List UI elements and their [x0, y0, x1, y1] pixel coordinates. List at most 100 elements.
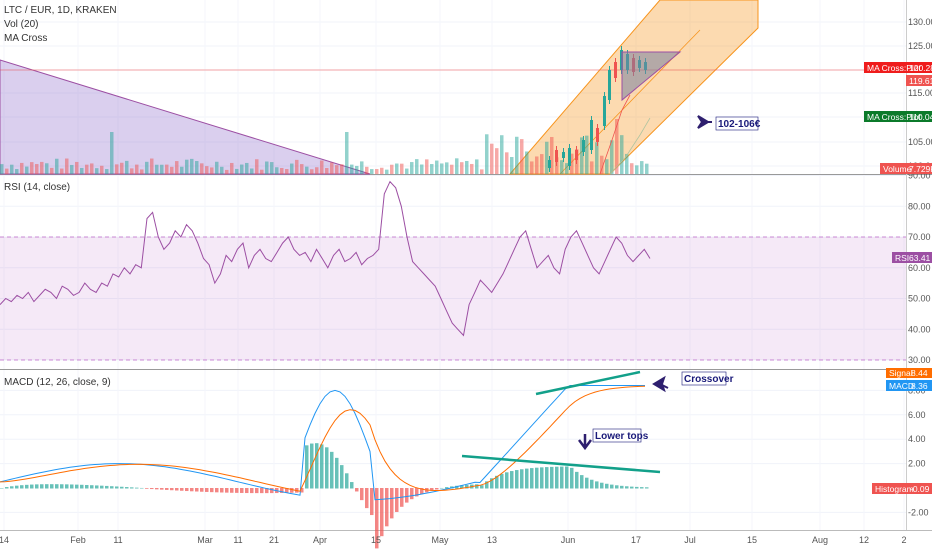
lower-tops-annotation[interactable]: Lower tops	[578, 428, 649, 451]
volume-bar	[620, 135, 624, 174]
volume-bar	[390, 164, 394, 174]
volume-bar	[310, 169, 314, 174]
rsi-tick-label: 40.00	[908, 324, 931, 334]
histogram-bar	[380, 488, 384, 537]
volume-bar	[530, 161, 534, 174]
pennant-triangle-shape[interactable]	[621, 51, 682, 102]
histogram-bar	[340, 465, 344, 489]
histogram-bar	[390, 488, 394, 519]
macd-tick-label: 2.00	[908, 459, 926, 469]
histogram-bar	[490, 478, 494, 489]
volume-bar	[190, 158, 194, 174]
volume-bar	[90, 163, 94, 174]
down-arrow-icon	[578, 434, 592, 451]
lower-tops-trendline[interactable]	[461, 454, 661, 474]
svg-text:MA Cross:Plot: MA Cross:Plot	[867, 112, 921, 122]
histogram-bar	[55, 484, 59, 489]
volume-bar	[470, 163, 474, 174]
volume-badge: Volume 7.729K	[880, 163, 932, 174]
histogram-bar	[350, 482, 354, 489]
rsi-tick-label: 50.00	[908, 294, 931, 304]
volume-bar	[150, 158, 154, 174]
symbol-legend[interactable]: LTC / EUR, 1D, KRAKEN	[4, 5, 117, 16]
histogram-bar	[635, 486, 639, 489]
volume-bar	[330, 162, 334, 174]
histogram-bar	[25, 484, 29, 489]
histogram-bar	[160, 488, 164, 490]
histogram-bar	[385, 488, 389, 527]
volume-bar	[415, 159, 419, 174]
volume-bar	[325, 168, 329, 174]
rsi-line	[0, 180, 651, 337]
svg-text:119.61: 119.61	[909, 76, 932, 86]
volume-bar	[180, 166, 184, 174]
candle	[548, 160, 551, 168]
crossover-annotation[interactable]: Crossover	[652, 371, 734, 393]
macd-tick-label: 4.00	[908, 434, 926, 444]
volume-bar	[625, 153, 629, 174]
volume-bar	[225, 169, 229, 174]
histogram-bar	[20, 485, 24, 489]
ma-cross-legend[interactable]: MA Cross	[4, 33, 47, 44]
histogram-bar	[145, 488, 149, 489]
volume-bar	[485, 134, 489, 174]
histogram-bar	[175, 488, 179, 491]
svg-text:8.36: 8.36	[911, 381, 928, 391]
time-tick-label: Jun	[561, 535, 576, 545]
target-label: 102-106€	[718, 119, 761, 130]
macd-tick-label: -2.00	[908, 507, 929, 517]
histogram-bar	[395, 488, 399, 512]
histogram-bar	[185, 488, 189, 492]
histogram-bar	[305, 445, 309, 489]
histogram-bar	[0, 488, 4, 489]
volume-bar	[465, 160, 469, 174]
volume-bar	[195, 161, 199, 174]
histogram-bar	[495, 475, 499, 489]
signal-badge: Signal 8.44	[886, 368, 932, 378]
volume-bar	[70, 164, 74, 174]
time-tick-label: 15	[371, 535, 381, 545]
target-annotation[interactable]: 102-106€	[697, 115, 761, 131]
histogram-bar	[210, 488, 214, 493]
volume-bar	[635, 165, 639, 174]
volume-bar	[605, 159, 609, 174]
volume-bar	[115, 164, 119, 174]
volume-bar	[435, 160, 439, 174]
volume-bar	[20, 162, 24, 174]
histogram-bar	[625, 486, 629, 489]
rsi-axis-ticks: 90.00 80.00 70.00 60.00 50.00 40.00 30.00	[908, 171, 931, 366]
histogram-bar	[575, 471, 579, 489]
volume-bar	[25, 166, 29, 174]
volume-bar	[170, 166, 174, 174]
histogram-bar	[355, 488, 359, 492]
candle	[555, 150, 558, 162]
histogram-bar	[555, 466, 559, 489]
volume-bar	[15, 169, 19, 174]
volume-bar	[560, 160, 564, 174]
macd-legend[interactable]: MACD (12, 26, close, 9)	[4, 377, 111, 388]
volume-bar	[345, 132, 349, 174]
vol-legend[interactable]: Vol (20)	[4, 19, 38, 30]
volume-bar	[210, 167, 214, 174]
macd-line	[0, 385, 645, 501]
volume-bar	[160, 164, 164, 174]
time-tick-label: 17	[631, 535, 641, 545]
volume-bar	[585, 135, 589, 174]
histogram-bar	[300, 488, 304, 493]
volume-bar	[205, 166, 209, 174]
volume-bar	[265, 161, 269, 174]
rsi-legend[interactable]: RSI (14, close)	[4, 182, 70, 193]
histogram-bar	[260, 488, 264, 494]
volume-bar	[110, 132, 114, 174]
histogram-bar	[405, 488, 409, 503]
histogram-bar	[140, 487, 144, 489]
histogram-bar	[30, 484, 34, 489]
volume-bar	[595, 142, 599, 174]
macd-badge: MACD 8.36	[886, 380, 932, 391]
volume-bar	[135, 164, 139, 174]
crossover-trendline[interactable]	[535, 370, 641, 396]
volume-bar	[50, 167, 54, 174]
volume-bar	[515, 136, 519, 174]
histogram-bar	[100, 485, 104, 489]
